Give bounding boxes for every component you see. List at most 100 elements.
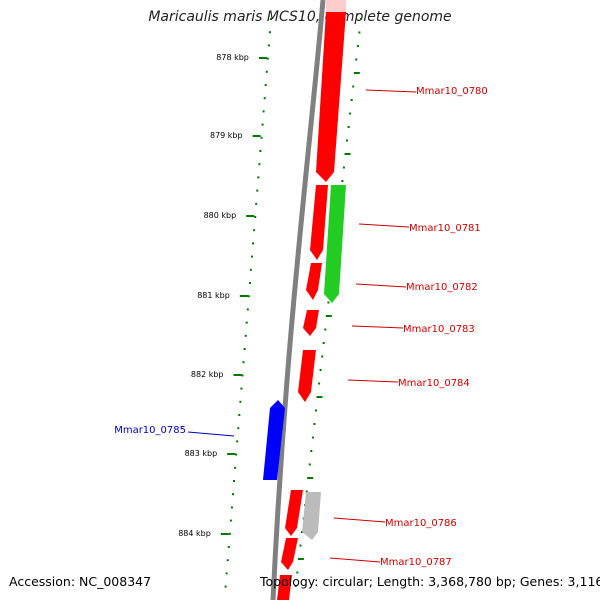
scale-tick (346, 139, 348, 142)
scale-label: 880 kbp (204, 211, 237, 220)
gene-label: Mmar10_0784 (398, 378, 470, 389)
accession-text: Accession: NC_008347 (9, 574, 152, 589)
gene-arrow-fragment (326, 0, 346, 12)
scale-tick (352, 85, 355, 88)
gene-leader-line (347, 379, 399, 383)
scale-tick (258, 163, 261, 166)
gene-labels: Mmar10_0780 Mmar10_0781 Mmar10_0782 Mmar10_… (114, 86, 488, 568)
scale-tick (247, 295, 250, 298)
gene-leader-line (187, 431, 235, 437)
scale-tick (324, 328, 327, 331)
scale-tick (322, 342, 325, 344)
gene-arrow-mmar10-0787 (281, 538, 298, 570)
gene-leader-line (355, 283, 407, 288)
gene-label: Mmar10_0786 (385, 518, 457, 529)
gene-leader-line (358, 223, 410, 228)
scale-tick (358, 31, 361, 34)
scale-label: 878 kbp (216, 53, 249, 62)
gene-leader-line (351, 325, 404, 329)
scale-tick (350, 99, 353, 101)
scale-tick (342, 166, 345, 169)
scale-major-tick (252, 135, 261, 137)
scale-tick (235, 453, 238, 456)
scale-tick (297, 558, 304, 560)
scale-tick (254, 216, 257, 218)
scale-tick (267, 44, 270, 47)
map-title: Maricaulis maris MCS10, complete genome (148, 9, 452, 25)
scale-tick (255, 202, 258, 205)
genome-backbone (270, 0, 326, 600)
scale-tick (268, 31, 271, 34)
scale-tick (310, 450, 313, 452)
scale-tick (234, 466, 237, 469)
scale-tick (349, 112, 352, 115)
scale-tick (241, 374, 244, 377)
scale-tick (356, 45, 359, 47)
gene-arrow-pseudo (302, 492, 321, 540)
scale-tick (242, 361, 245, 364)
scale-major-tick (220, 533, 229, 535)
scale-tick (226, 559, 229, 562)
scale-tick (319, 369, 322, 371)
gene-arrow-mmar10-0784 (298, 350, 316, 402)
scale-tick (318, 382, 321, 385)
gene-label: Mmar10_0783 (403, 324, 475, 335)
gene-label: Mmar10_0780 (416, 86, 488, 97)
scale-tick (238, 414, 241, 416)
scale-tick (244, 334, 247, 337)
gene-arrow-mmar10-0785 (263, 400, 285, 480)
scale-major-tick (258, 57, 267, 59)
gene-leader-line (329, 557, 381, 563)
scale-tick (294, 585, 297, 587)
scale-major-tick (227, 453, 236, 455)
gene-arrow-mmar10-0780 (316, 12, 346, 182)
scale-tick (327, 301, 330, 304)
gene-arrow-fragment (277, 575, 292, 600)
scale-label: 881 kbp (197, 291, 230, 300)
scale-tick (248, 282, 251, 284)
scale-tick (344, 153, 351, 155)
gene-arrow-mmar10-0782 (306, 263, 322, 300)
scale-tick (225, 572, 228, 575)
scale-tick (256, 189, 259, 192)
scale-label: 879 kbp (210, 131, 243, 140)
gene-leader-line (365, 89, 417, 93)
scale-tick (299, 544, 302, 547)
scale-tick (316, 396, 323, 398)
scale-labels: 878 kbp 879 kbp 880 kbp 881 kbp 882 kbp 883 k… (178, 53, 249, 538)
scale-tick (360, 18, 362, 20)
scale-major-tick (239, 295, 248, 297)
scale-tick (313, 423, 316, 425)
scale-tick (266, 57, 269, 60)
scale-tick (311, 436, 314, 439)
scale-tick (305, 490, 308, 493)
scale-tick (307, 477, 314, 479)
gene-label: Mmar10_0785 (114, 425, 186, 436)
scale-tick (265, 70, 268, 73)
scale-tick (264, 84, 267, 86)
scale-tick (315, 409, 317, 412)
gene-label: Mmar10_0781 (409, 223, 481, 234)
gene-arrow-secondary (324, 185, 346, 303)
scale-tick (308, 463, 311, 466)
scale-tick (270, 18, 272, 20)
scale-tick (237, 427, 240, 430)
scale-tick (245, 321, 248, 324)
scale-label: 883 kbp (185, 449, 218, 458)
scale-tick (261, 123, 264, 126)
genome-stats-text: Topology: circular; Length: 3,368,780 bp… (260, 574, 600, 589)
scale-tick (239, 400, 242, 403)
scale-tick (236, 440, 239, 443)
scale-tick (229, 519, 232, 522)
scale-tick (353, 72, 360, 74)
scale-tick (224, 585, 227, 588)
scale-tick (355, 58, 358, 61)
scale-tick (243, 348, 246, 350)
gene-label: Mmar10_0787 (380, 557, 452, 568)
scale-tick (240, 387, 243, 390)
gene-features (263, 0, 346, 600)
scale-label: 882 kbp (191, 370, 224, 379)
scale-tick (253, 229, 256, 232)
scale-label: 884 kbp (178, 529, 211, 538)
